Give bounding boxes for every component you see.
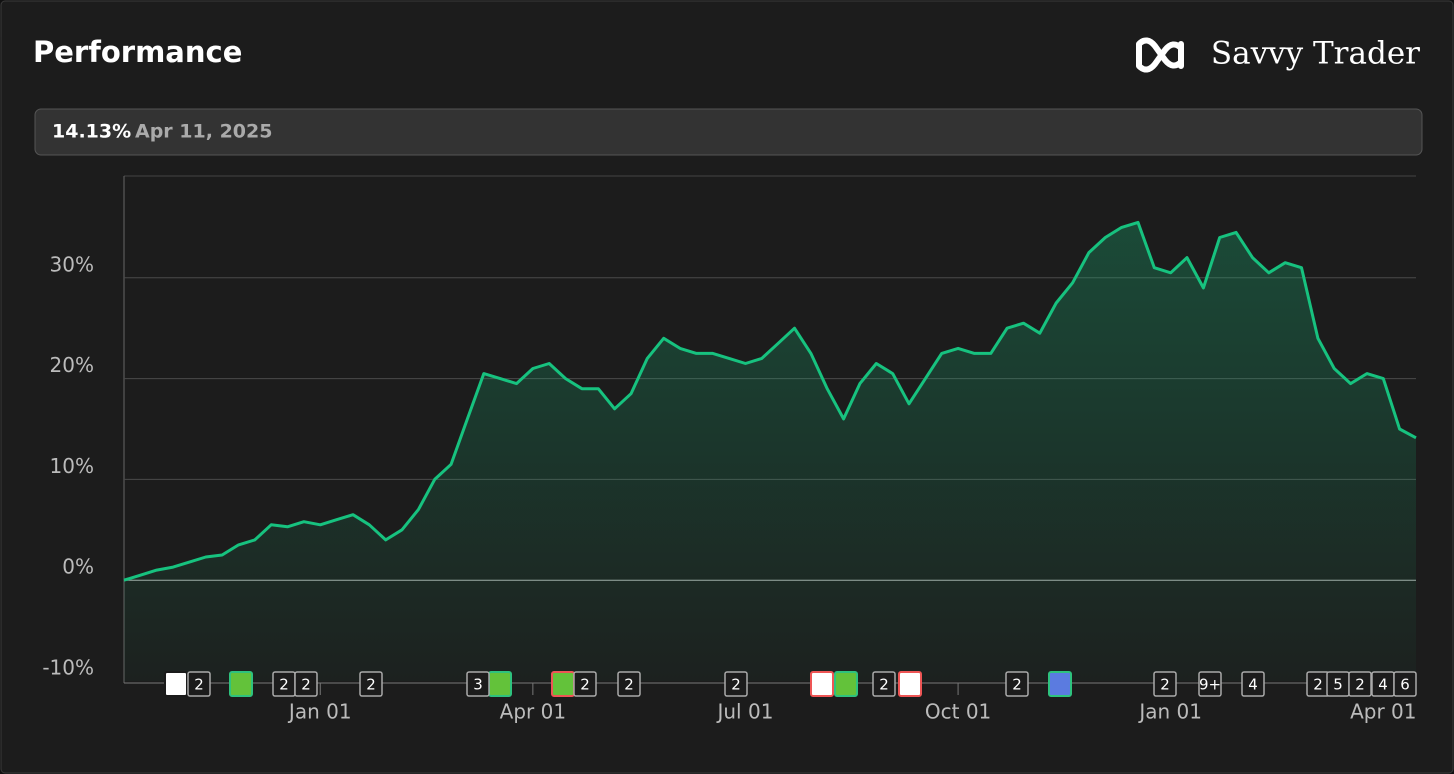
event-badge-label: 9+ <box>1199 676 1221 694</box>
event-badge <box>1153 671 1177 697</box>
event-badge <box>1005 671 1029 697</box>
event-badge-label: 2 <box>366 676 376 694</box>
x-tick-label: Apr 01 <box>500 700 566 724</box>
event-badge <box>617 671 641 697</box>
event-badge-label: 2 <box>731 676 741 694</box>
event-badge-label: 2 <box>624 676 634 694</box>
holding-icon <box>229 671 253 697</box>
holding-icon <box>164 671 188 697</box>
y-tick-label: 20% <box>50 353 94 377</box>
event-badge-label: 2 <box>580 676 590 694</box>
event-badge-label: 4 <box>1248 676 1258 694</box>
holding-icon <box>1048 671 1072 697</box>
x-tick-label: Apr 01 <box>1350 700 1416 724</box>
y-tick-label: 0% <box>62 555 94 579</box>
event-badge-label: 2 <box>879 676 889 694</box>
event-badge <box>1241 671 1265 697</box>
event-badge-label: 2 <box>1012 676 1022 694</box>
event-badge <box>872 671 896 697</box>
x-tick-label: Jan 01 <box>1137 700 1202 724</box>
y-tick-label: -10% <box>42 656 94 680</box>
event-badge-label: 2 <box>1355 676 1365 694</box>
event-badge-label: 6 <box>1400 676 1410 694</box>
event-badge <box>724 671 748 697</box>
x-tick-label: Jul 01 <box>715 700 773 724</box>
event-badge <box>1393 671 1417 697</box>
line <box>123 220 1417 582</box>
event-badge <box>187 671 211 697</box>
brand-logo <box>1136 37 1184 73</box>
area <box>124 222 1416 681</box>
event-badge-label: 2 <box>194 676 204 694</box>
y-tick-label: 30% <box>50 252 94 276</box>
summary-date: Apr 11, 2025 <box>135 121 272 143</box>
event-badge <box>466 671 490 697</box>
event-badge-label: 2 <box>279 676 289 694</box>
summary-bar <box>34 108 1423 156</box>
event-badge-label: 5 <box>1333 676 1343 694</box>
event-badge <box>1348 671 1372 697</box>
event-badge-label: 3 <box>473 676 483 694</box>
holding-icon <box>898 671 922 697</box>
y-tick-label: 10% <box>50 454 94 478</box>
event-badge-label: 2 <box>301 676 311 694</box>
event-badge <box>1198 671 1222 697</box>
x-tick-label: Oct 01 <box>925 700 991 724</box>
event-badge <box>294 671 318 697</box>
title: Performance <box>33 35 242 69</box>
x-tick-label: Jan 01 <box>287 700 352 724</box>
holding-icon <box>810 671 834 697</box>
summary-return: 14.13% <box>52 121 131 143</box>
event-badge <box>573 671 597 697</box>
brand: Savvy Trader <box>1211 36 1420 72</box>
event-badge-label: 4 <box>1378 676 1388 694</box>
event-badge-label: 2 <box>1313 676 1323 694</box>
event-badge <box>359 671 383 697</box>
holding-icon <box>551 671 575 697</box>
holding-icon <box>488 671 512 697</box>
holding-icon <box>834 671 858 697</box>
event-badge-label: 2 <box>1160 676 1170 694</box>
